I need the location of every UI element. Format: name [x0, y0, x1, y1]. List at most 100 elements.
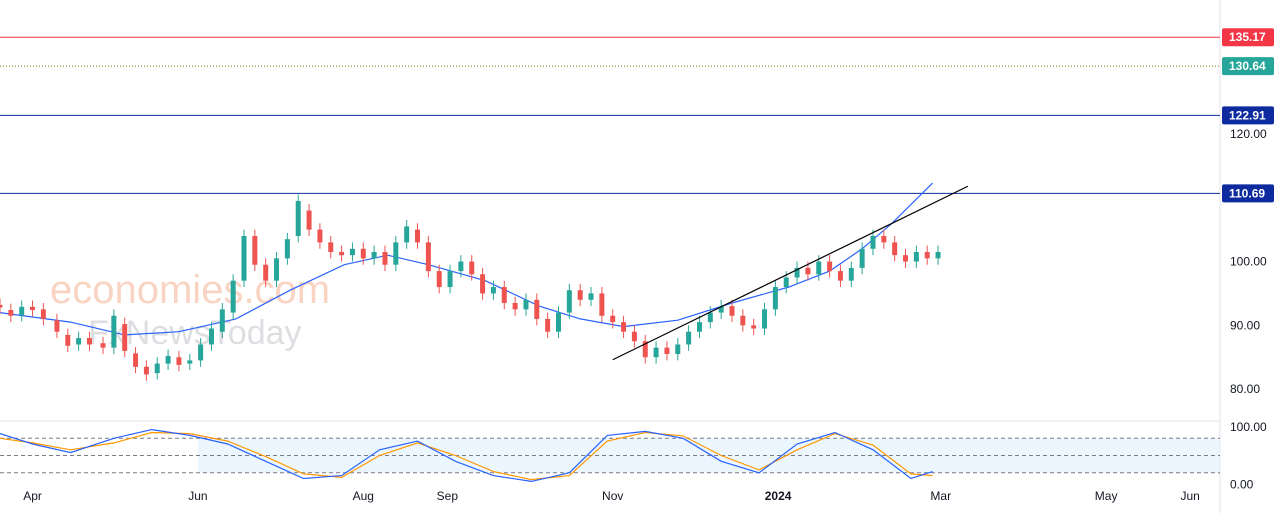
candle-body	[805, 267, 811, 275]
candle-body	[870, 236, 876, 249]
candle-body	[696, 322, 702, 332]
candle-body	[729, 306, 735, 316]
candle-body	[263, 264, 269, 281]
candle-body	[65, 334, 71, 346]
candle-body	[816, 261, 822, 275]
candle-body	[328, 242, 334, 252]
candle-body	[555, 312, 561, 332]
candle-body	[371, 251, 377, 259]
candle-body	[794, 267, 800, 278]
price-panel	[0, 36, 1220, 381]
moving-average-line	[0, 182, 934, 336]
price-tag	[1222, 106, 1274, 125]
candle-body	[208, 328, 214, 345]
x-tick-label: 2024	[765, 489, 792, 503]
candle-body	[783, 277, 789, 288]
candle-body	[707, 312, 713, 323]
candle-body	[458, 261, 464, 272]
candle-body	[30, 306, 36, 311]
price-tag-label: 135.17	[1229, 30, 1266, 44]
candle-body	[718, 306, 724, 313]
candle-body	[306, 210, 312, 230]
candle-body	[241, 236, 247, 281]
candle-body	[111, 315, 117, 348]
candle-body	[360, 248, 366, 259]
candle-body	[274, 258, 280, 281]
candle-body	[176, 357, 182, 365]
candle-body	[230, 280, 236, 313]
price-tag	[1222, 28, 1274, 47]
candle-body	[219, 309, 225, 332]
price-tick-label: 100.00	[1230, 255, 1267, 269]
candle-body	[295, 200, 301, 237]
x-tick-label: Sep	[437, 489, 459, 503]
candle-body	[447, 271, 453, 288]
candle-body	[566, 290, 572, 313]
candle-body	[122, 324, 128, 351]
candle-body	[469, 261, 475, 275]
oscillator-tick-label: 0.00	[1230, 477, 1254, 491]
candle-body	[40, 309, 46, 319]
candle-body	[577, 290, 583, 300]
price-tag-label: 110.69	[1229, 186, 1265, 200]
candle-body	[425, 242, 431, 272]
candle-body	[588, 293, 594, 300]
candle-body	[187, 360, 193, 364]
x-tick-label: Jun	[188, 489, 207, 503]
candle-body	[675, 344, 681, 355]
candle-body	[100, 343, 106, 348]
oscillator-d-line	[0, 431, 933, 481]
candle-body	[631, 331, 637, 342]
candle-body	[621, 322, 627, 332]
candle-body	[76, 338, 82, 345]
candle-body	[523, 299, 529, 310]
candle-body	[740, 315, 746, 326]
candle-body	[837, 271, 843, 281]
candle-body	[490, 287, 496, 294]
price-tick-label: 120.00	[1230, 127, 1267, 141]
candle-body	[415, 229, 421, 243]
price-tick-label: 90.00	[1230, 318, 1260, 332]
price-tag-label: 122.91	[1229, 108, 1266, 122]
x-tick-label: Nov	[602, 489, 623, 503]
candle-body	[339, 251, 345, 256]
candle-body	[436, 271, 442, 288]
candle-body	[143, 366, 149, 375]
candle-body	[317, 229, 323, 243]
candle-body	[762, 309, 768, 329]
x-tick-label: Apr	[23, 489, 42, 503]
candle-body	[881, 236, 887, 243]
x-tick-label: Mar	[930, 489, 951, 503]
candle-body	[349, 248, 355, 256]
candle-body	[284, 239, 290, 259]
candle-body	[935, 251, 941, 259]
candle-body	[599, 293, 605, 316]
candle-body	[382, 251, 388, 265]
candle-body	[827, 261, 833, 272]
price-tick-label: 80.00	[1230, 382, 1260, 396]
watermark-line1: economies.com	[50, 268, 330, 312]
candle-body	[892, 242, 898, 256]
candle-body	[653, 347, 659, 358]
candle-body	[924, 251, 930, 259]
candle-body	[165, 355, 171, 364]
trendline	[612, 185, 969, 361]
candle-body	[545, 318, 551, 332]
candle-body	[859, 248, 865, 268]
candle-body	[393, 242, 399, 265]
candle-body	[404, 226, 410, 243]
price-tag	[1222, 184, 1274, 203]
candle-body	[903, 255, 909, 262]
candle-body	[686, 331, 692, 345]
candle-body	[54, 320, 60, 332]
candle-body	[610, 315, 616, 323]
candle-body	[913, 251, 919, 262]
candle-body	[772, 287, 778, 310]
price-tag-label: 130.64	[1229, 59, 1266, 73]
candle-body	[642, 341, 648, 358]
candle-body	[0, 304, 3, 308]
price-tag	[1222, 57, 1274, 76]
candle-body	[512, 302, 518, 310]
